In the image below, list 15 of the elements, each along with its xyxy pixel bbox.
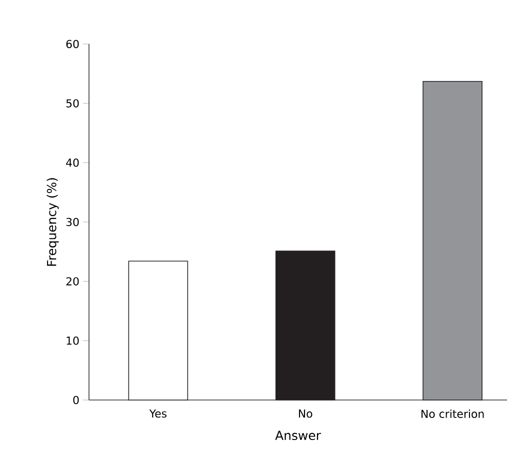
bar xyxy=(275,250,336,400)
y-tick-label: 40 xyxy=(66,158,79,167)
y-tick-label: 0 xyxy=(73,396,79,404)
y-axis-title: Frequency (%) xyxy=(46,178,59,266)
x-tick-label: Yes xyxy=(149,410,166,418)
y-tick-label: 10 xyxy=(66,336,79,345)
y-tick-label: 60 xyxy=(66,40,79,48)
bar xyxy=(422,80,482,400)
x-tick-label: No criterion xyxy=(422,409,484,418)
bar xyxy=(128,260,188,400)
x-axis-title: Answer xyxy=(275,430,321,440)
x-tick-label: No xyxy=(298,410,312,418)
y-tick-label: 30 xyxy=(66,218,79,226)
y-tick-label: 20 xyxy=(66,277,79,286)
y-tick-label: 50 xyxy=(66,99,79,108)
